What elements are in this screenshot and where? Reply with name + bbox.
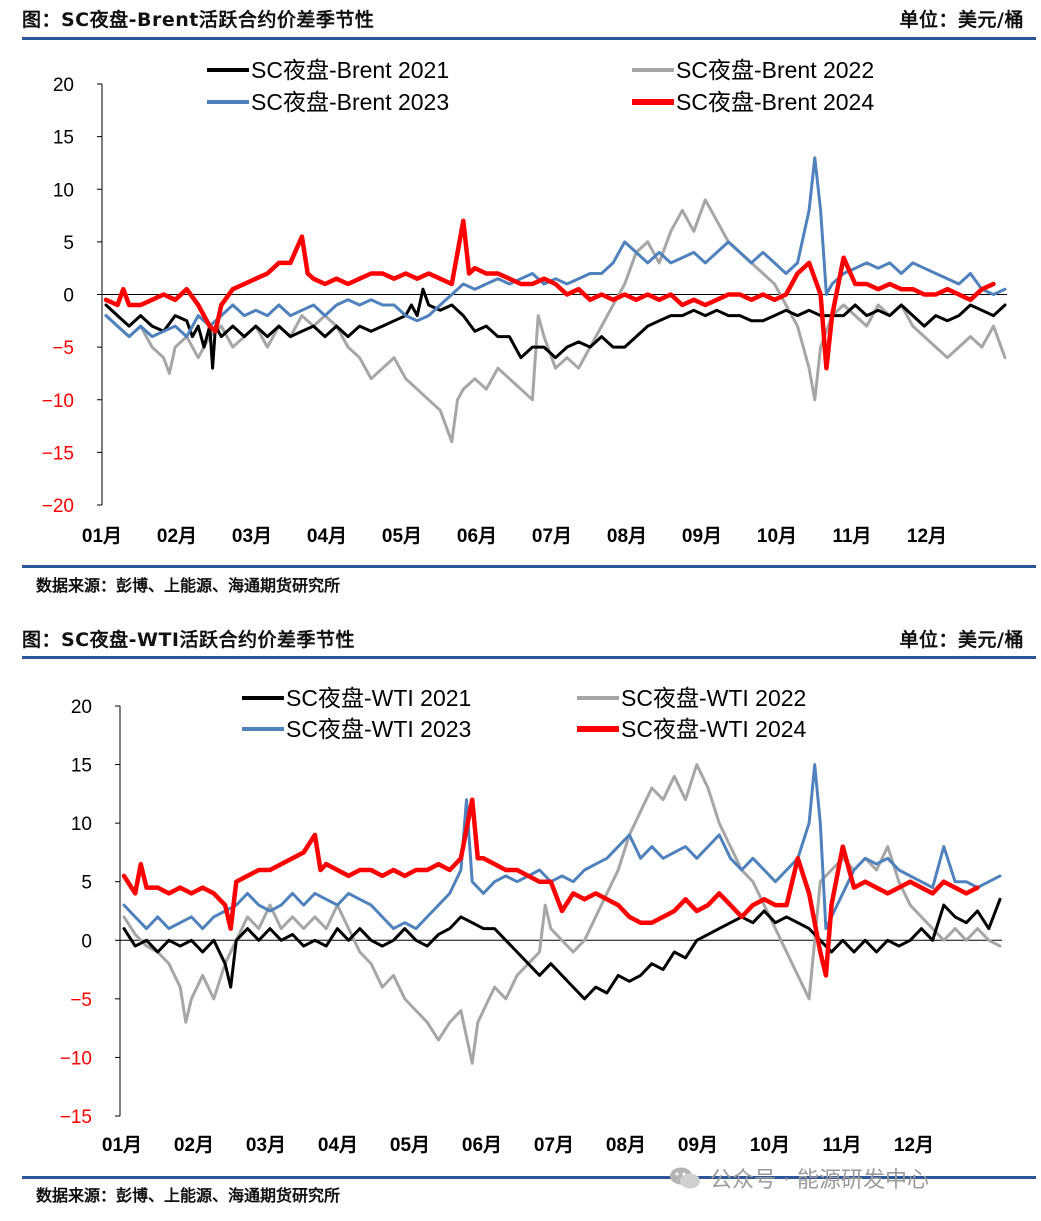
chart1-unit: 单位：美元/桶 <box>899 9 1024 31</box>
series-line-y2023 <box>122 763 1002 931</box>
y-tick-label: 0 <box>81 931 92 952</box>
x-tick-label: 09月 <box>678 1135 718 1156</box>
y-tick-label: −10 <box>42 391 74 412</box>
y-tick-label: 10 <box>53 180 74 201</box>
chart2-unit: 单位：美元/桶 <box>899 629 1024 651</box>
watermark: 公众号 · 能源研发中心 <box>668 1162 929 1194</box>
x-tick-label: 06月 <box>457 526 497 547</box>
y-tick-label: 5 <box>63 233 74 254</box>
chart2-title: 图：SC夜盘-WTI活跃合约价差季节性 <box>22 629 356 651</box>
chart2-bottom-rule <box>22 1176 1036 1179</box>
legend-label: SC夜盘-Brent 2022 <box>676 57 874 83</box>
x-tick-label: 02月 <box>174 1135 214 1156</box>
y-tick-label: 20 <box>71 697 92 718</box>
legend-label: SC夜盘-Brent 2023 <box>251 89 449 115</box>
watermark-text: 公众号 · 能源研发中心 <box>710 1168 929 1193</box>
chart2-source: 数据来源：彭博、上能源、海通期货研究所 <box>36 1186 341 1205</box>
y-tick-label: −15 <box>60 1107 92 1128</box>
chart1-svg: 20 15 10 5 0 −5 −10 −15 −20 01月 02月 03月 04月 05月 06月 07月… <box>42 57 1007 547</box>
x-tick-label: 04月 <box>318 1135 358 1156</box>
y-tick-label: 0 <box>63 286 74 307</box>
x-tick-label: 11月 <box>822 1135 861 1156</box>
y-tick-label: −5 <box>70 990 92 1011</box>
x-tick-label: 02月 <box>157 526 197 547</box>
series-line-y2024 <box>103 218 996 371</box>
y-tick-label: −15 <box>42 443 74 464</box>
x-tick-label: 06月 <box>462 1135 502 1156</box>
series-line-y2024 <box>121 797 980 978</box>
wechat-icon <box>670 1167 700 1189</box>
x-tick-label: 03月 <box>232 526 272 547</box>
legend-label: SC夜盘-WTI 2024 <box>621 716 807 742</box>
y-tick-label: 5 <box>81 873 92 894</box>
legend-label: SC夜盘-Brent 2021 <box>251 57 449 83</box>
y-tick-label: −5 <box>52 338 74 359</box>
chart1-panel: 20 15 10 5 0 −5 −10 −15 −20 01月 02月 03月 04月 05月 06月 07月… <box>22 42 1036 560</box>
y-tick-label: 20 <box>53 75 74 96</box>
legend-label: SC夜盘-WTI 2023 <box>286 716 471 742</box>
series-line-y2021 <box>104 287 1007 370</box>
y-tick-label: −20 <box>42 496 74 517</box>
x-tick-label: 05月 <box>390 1135 430 1156</box>
chart2-svg: 20 15 10 5 0 −5 −10 −15 01月 02月 03月 04月 05月 06月 07月 08月… <box>60 685 1002 1156</box>
x-tick-label: 11月 <box>832 526 871 547</box>
x-tick-label: 09月 <box>682 526 722 547</box>
legend-label: SC夜盘-Brent 2024 <box>676 89 874 115</box>
y-tick-label: 15 <box>71 756 92 777</box>
x-tick-label: 07月 <box>534 1135 574 1156</box>
series-line-y2022 <box>104 198 1007 444</box>
chart1-top-rule <box>22 37 1036 40</box>
chart1-bottom-rule <box>22 565 1036 568</box>
series-line-y2022 <box>122 763 1002 1065</box>
y-tick-label: 10 <box>71 814 92 835</box>
x-tick-label: 12月 <box>894 1135 934 1156</box>
y-tick-label: 15 <box>53 128 74 149</box>
x-tick-label: 01月 <box>102 1135 142 1156</box>
chart2-header: 图：SC夜盘-WTI活跃合约价差季节性 单位：美元/桶 <box>22 622 1024 652</box>
legend-label: SC夜盘-WTI 2021 <box>286 685 471 711</box>
x-tick-label: 12月 <box>907 526 947 547</box>
legend-label: SC夜盘-WTI 2022 <box>621 685 806 711</box>
x-tick-label: 04月 <box>307 526 347 547</box>
chart1-header: 图：SC夜盘-Brent活跃合约价差季节性 单位：美元/桶 <box>22 2 1024 32</box>
x-tick-label: 01月 <box>82 526 122 547</box>
x-tick-label: 10月 <box>757 526 797 547</box>
chart2-panel: 20 15 10 5 0 −5 −10 −15 01月 02月 03月 04月 05月 06月 07月 08月… <box>22 662 1036 1168</box>
series-line-y2021 <box>122 897 1002 1001</box>
x-tick-label: 05月 <box>382 526 422 547</box>
chart2-top-rule <box>22 656 1036 659</box>
chart1-source: 数据来源：彭博、上能源、海通期货研究所 <box>36 576 341 595</box>
x-tick-label: 07月 <box>532 526 572 547</box>
x-tick-label: 10月 <box>750 1135 790 1156</box>
y-tick-label: −10 <box>60 1048 92 1069</box>
x-tick-label: 08月 <box>607 526 647 547</box>
chart1-title: 图：SC夜盘-Brent活跃合约价差季节性 <box>22 9 375 31</box>
x-tick-label: 03月 <box>246 1135 286 1156</box>
series-line-y2023 <box>104 156 1007 339</box>
x-tick-label: 08月 <box>606 1135 646 1156</box>
